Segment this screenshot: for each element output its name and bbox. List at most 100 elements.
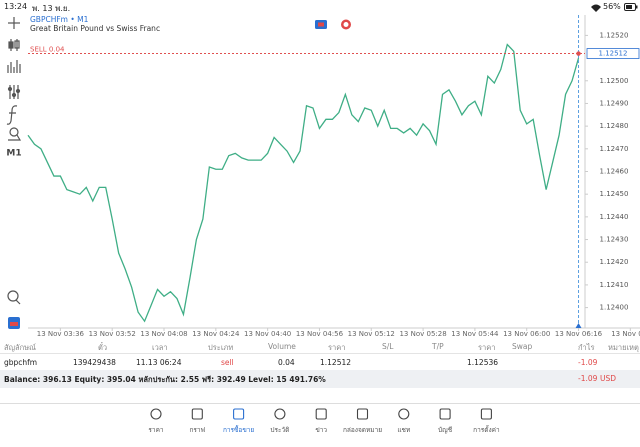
x-tick-label: 13 Nov 03:52	[89, 330, 136, 338]
table-cell[interactable]: sell	[221, 358, 234, 367]
x-tick-label: 13 Nov 05:44	[451, 330, 499, 338]
nav-label[interactable]: กราฟ	[189, 426, 206, 434]
price-axis-bg	[585, 15, 640, 333]
y-tick-label: 1.12450	[600, 190, 629, 198]
nav-icon-shape	[439, 408, 451, 420]
status-bar: 13:24 พ. 13 พ.ย. 56%	[0, 0, 640, 14]
nav-label[interactable]: แชท	[397, 426, 411, 434]
nav-label[interactable]: การตั้งค่า	[473, 426, 500, 434]
x-tick-label: 13 Nov 03:36	[37, 330, 85, 338]
nav-icon-shape	[315, 408, 327, 420]
table-header: ราคา	[478, 343, 496, 352]
battery-icon	[624, 3, 638, 11]
last-bar-triangle	[575, 323, 582, 328]
trade-label: SELL 0.04	[30, 46, 65, 54]
chart-type-tool[interactable]	[8, 39, 20, 51]
chart-subtitle: Great Britain Pound vs Swiss Franc	[30, 24, 160, 33]
balance-text: Balance: 396.13 Equity: 395.04 หลักประกั…	[4, 375, 326, 384]
table-header: กำไร	[578, 343, 595, 352]
y-tick-label: 1.12420	[600, 258, 629, 266]
quick-buttons[interactable]	[341, 19, 351, 30]
objects-tool[interactable]	[8, 127, 22, 141]
x-tick-label: 13 Nov 04:24	[192, 330, 240, 338]
trade-marker	[576, 51, 581, 56]
table-header: Swap	[512, 342, 533, 351]
nav-icons	[150, 408, 492, 420]
current-price-label: 1.12512	[599, 50, 628, 58]
nav-label[interactable]: การซื้อขาย	[222, 426, 255, 434]
nav-icon[interactable]	[315, 408, 327, 420]
nav-label[interactable]: บัญชี	[438, 426, 453, 434]
one-click-trading[interactable]	[315, 20, 327, 29]
balance-currency: USD	[600, 374, 617, 383]
nav-icon[interactable]	[191, 408, 203, 420]
nav-divider	[0, 403, 640, 404]
timeframe[interactable]: M1	[6, 149, 21, 159]
nav-icon-shape	[150, 408, 162, 420]
x-tick-label: 13 Nov 04:08	[140, 330, 187, 338]
nav-icon-shape	[274, 408, 286, 420]
table-cell[interactable]: 0.04	[278, 358, 295, 367]
function-tool[interactable]	[6, 105, 18, 125]
y-tick-label: 1.12480	[600, 122, 629, 130]
nav-icon[interactable]	[356, 408, 369, 420]
table-cell[interactable]: 1.12536	[467, 358, 499, 367]
y-tick-label: 1.12460	[600, 168, 629, 176]
nav-icon[interactable]	[480, 408, 492, 420]
settings-tool[interactable]	[7, 85, 21, 99]
nav-icon-shape	[480, 408, 492, 420]
trade-tool[interactable]	[8, 317, 20, 329]
table-cell[interactable]: 139429438	[73, 358, 116, 367]
x-tick-label: 13 Nov 05:28	[399, 330, 446, 338]
y-tick-label: 1.12470	[600, 145, 629, 153]
x-tick-label: 13 Nov 04:40	[244, 330, 291, 338]
table-header: ประเภท	[208, 343, 234, 352]
chart: GBPCHFm • M1 Great Britain Pound vs Swis…	[27, 15, 640, 338]
table-header: T/P	[432, 342, 444, 351]
nav-icon-shape	[356, 408, 369, 420]
table-divider	[0, 353, 640, 354]
nav-label[interactable]: ประวัติ	[270, 426, 290, 434]
table-header: ตั๋ว	[98, 343, 108, 352]
nav-label[interactable]: ข่าว	[315, 426, 328, 434]
nav-icon-shape	[398, 408, 410, 420]
nav-icon[interactable]	[274, 408, 286, 420]
table-header: เวลา	[152, 343, 168, 352]
y-tick-label: 1.12410	[600, 281, 629, 289]
table-header: S/L	[382, 342, 394, 351]
battery: 56%	[603, 2, 621, 11]
table-cell[interactable]: 1.12512	[320, 358, 352, 367]
nav-icon-shape	[191, 408, 203, 420]
chart-title: GBPCHFm • M1	[30, 15, 89, 24]
balance-bar: Balance: 396.13 Equity: 395.04 หลักประกั…	[0, 370, 640, 388]
table-header: Volume	[268, 342, 296, 351]
balance-profit: -1.09	[578, 374, 598, 383]
table-header: หมายเหตุ	[608, 343, 639, 352]
current-price-box	[586, 48, 640, 59]
nav-icon[interactable]	[233, 408, 245, 420]
x-tick-label: 13 Nov 05:12	[348, 330, 395, 338]
nav-icon[interactable]	[150, 408, 162, 420]
y-tick-label: 1.12490	[600, 99, 629, 107]
left-toolbar: M1	[6, 17, 22, 329]
table-cell[interactable]: 11.13 06:24	[136, 358, 182, 367]
search-tool[interactable]	[7, 290, 21, 305]
nav-label[interactable]: กล่องจดหมาย	[342, 426, 383, 434]
table-cell[interactable]: gbpchfm	[4, 358, 38, 367]
nav-icon[interactable]	[439, 408, 451, 420]
indicators-tool[interactable]	[7, 60, 21, 73]
price-line	[27, 43, 580, 323]
nav-label[interactable]: ราคา	[148, 426, 164, 434]
x-tick-label: 13 Nov 06:16	[555, 330, 603, 338]
y-tick-label: 1.12400	[600, 304, 629, 312]
status-time: 13:24	[4, 2, 28, 11]
crosshair-tool[interactable]	[8, 17, 20, 29]
x-tick-label: 13 Nov 04:56	[296, 330, 344, 338]
nav-icon[interactable]	[398, 408, 410, 420]
table-cell[interactable]: -1.09	[578, 358, 598, 367]
wifi-icon	[591, 4, 601, 12]
table-header: สัญลักษณ์	[4, 343, 37, 352]
table-header: ราคา	[328, 343, 346, 352]
y-tick-label: 1.12500	[600, 77, 629, 85]
